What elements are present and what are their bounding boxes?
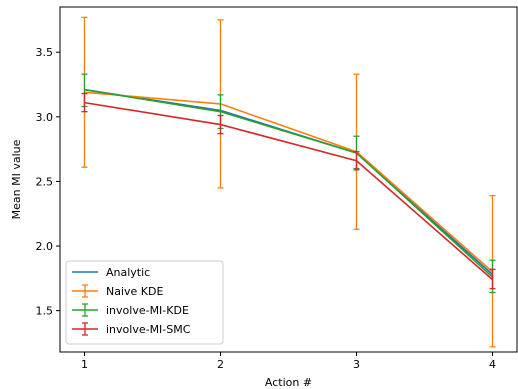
y-tick-label: 1.5 (36, 305, 54, 318)
legend-label-analytic: Analytic (106, 266, 150, 279)
x-tick-label: 1 (81, 358, 88, 371)
y-tick-label: 2.0 (36, 240, 54, 253)
legend: Analytic Naive KDE involve-MI-KDE involve-M… (65, 260, 224, 345)
y-axis-label: Mean MI value (10, 139, 23, 219)
series-line-naive-kde (84, 91, 494, 273)
series-line-analytic (84, 88, 494, 276)
legend-label-involve-mi-kde: involve-MI-KDE (106, 304, 189, 317)
x-tick-label: 4 (489, 358, 496, 371)
x-tick-label: 3 (353, 358, 360, 371)
x-tick-label: 2 (217, 358, 224, 371)
x-axis-label: Action # (265, 376, 312, 389)
y-tick-label: 3.5 (36, 46, 54, 59)
y-tick-label: 2.5 (36, 175, 54, 188)
legend-box (65, 260, 224, 345)
series-line-involve-mi-smc (84, 101, 494, 281)
y-tick-label: 3.0 (36, 111, 54, 124)
plot-frame (59, 6, 518, 353)
legend-label-involve-mi-smc: involve-MI-SMC (106, 323, 191, 336)
legend-label-naive-kde: Naive KDE (106, 285, 163, 298)
series-line-involve-mi-kde (84, 88, 494, 278)
